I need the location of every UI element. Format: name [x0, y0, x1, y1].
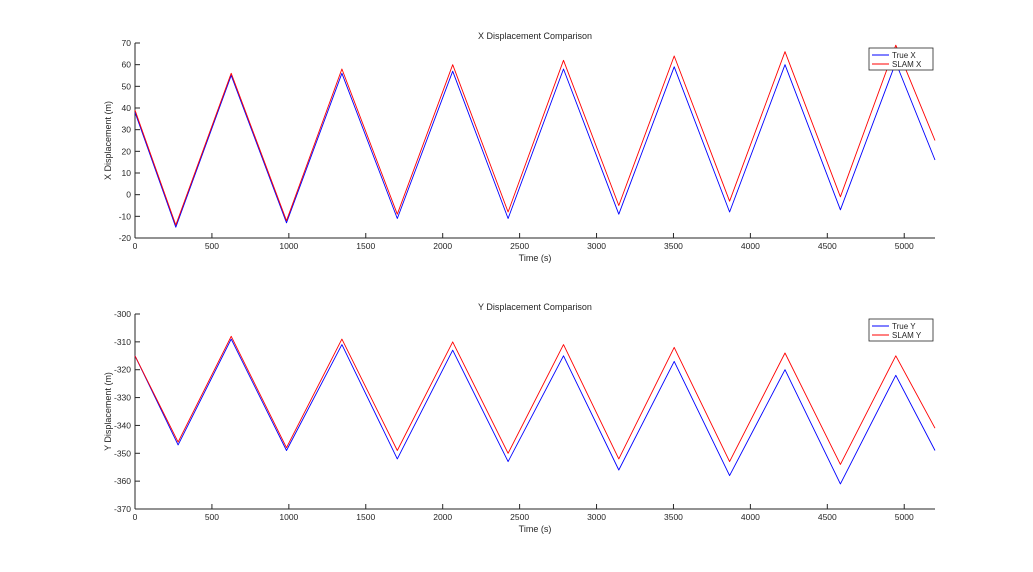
x-axis-label: Time (s) — [519, 524, 552, 534]
series-line-slam-y — [134, 335, 936, 465]
x-tick-label: 4000 — [741, 512, 760, 522]
series-line-true-y — [134, 338, 936, 485]
x-tick-label: 4500 — [818, 512, 837, 522]
x-displacement-plot: 0 500 1000 1500 2000 2500 3000 3500 4000 4500 5000… — [103, 31, 936, 263]
x-tick-label: 1000 — [279, 512, 298, 522]
y-tick-label: -330 — [114, 393, 131, 403]
chart-title: X Displacement Comparison — [478, 31, 592, 41]
y-tick-label: 10 — [122, 168, 132, 178]
y-tick-label: -10 — [119, 211, 132, 221]
y-displacement-plot: 0 500 1000 1500 2000 2500 3000 3500 4000 4500 5000… — [103, 302, 936, 534]
x-tick-label: 4000 — [741, 241, 760, 251]
y-tick-label: 40 — [122, 103, 132, 113]
y-axis-label: Y Displacement (m) — [103, 372, 113, 451]
y-tick-label: -310 — [114, 337, 131, 347]
x-tick-label: 0 — [133, 512, 138, 522]
x-tick-label: 500 — [205, 241, 219, 251]
x-tick-label: 1000 — [279, 241, 298, 251]
y-tick-label: -370 — [114, 504, 131, 514]
y-tick-label: -340 — [114, 420, 131, 430]
chart-title: Y Displacement Comparison — [478, 302, 592, 312]
legend-label: True X — [892, 51, 916, 60]
x-tick-label: 2000 — [433, 241, 452, 251]
x-tick-label: 500 — [205, 512, 219, 522]
x-tick-label: 3500 — [664, 241, 683, 251]
series-line-true-x — [134, 62, 936, 228]
y-tick-label: 0 — [126, 190, 131, 200]
y-tick-label: 60 — [122, 60, 132, 70]
x-tick-label: 1500 — [356, 512, 375, 522]
x-tick-label: 0 — [133, 241, 138, 251]
x-tick-label: 3500 — [664, 512, 683, 522]
y-tick-label: -350 — [114, 448, 131, 458]
x-tick-label: 2000 — [433, 512, 452, 522]
y-axis-label: X Displacement (m) — [103, 101, 113, 180]
y-tick-label: -300 — [114, 309, 131, 319]
y-tick-label: 30 — [122, 125, 132, 135]
x-axis-label: Time (s) — [519, 253, 552, 263]
y-tick-label: -360 — [114, 476, 131, 486]
legend-label: SLAM Y — [892, 331, 922, 340]
y-tick-label: 20 — [122, 146, 132, 156]
x-tick-label: 5000 — [895, 512, 914, 522]
y-tick-label: 70 — [122, 38, 132, 48]
y-tick-label: -320 — [114, 365, 131, 375]
legend-label: SLAM X — [892, 60, 922, 69]
y-tick-label: -20 — [119, 233, 132, 243]
x-tick-label: 3000 — [587, 512, 606, 522]
x-tick-label: 2500 — [510, 241, 529, 251]
y-tick-label: 50 — [122, 81, 132, 91]
x-tick-label: 4500 — [818, 241, 837, 251]
series-line-slam-x — [134, 44, 936, 226]
x-tick-label: 5000 — [895, 241, 914, 251]
x-tick-label: 2500 — [510, 512, 529, 522]
x-tick-label: 1500 — [356, 241, 375, 251]
legend-label: True Y — [892, 322, 916, 331]
x-tick-label: 3000 — [587, 241, 606, 251]
